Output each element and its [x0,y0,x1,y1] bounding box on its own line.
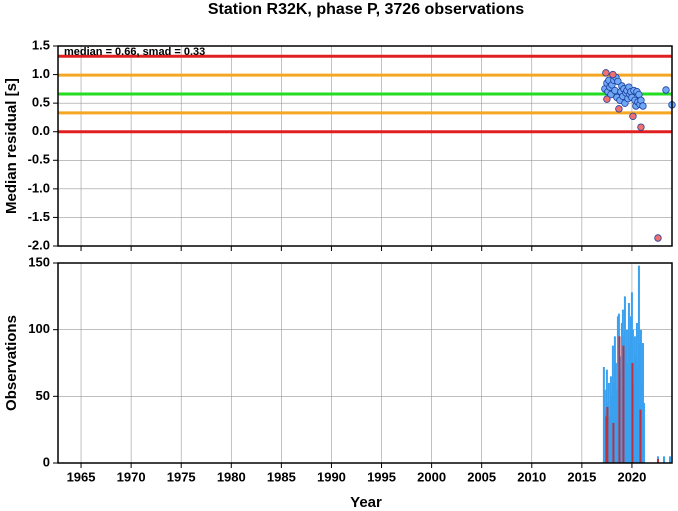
y-tick-label: -1.5 [28,209,50,224]
bar [609,376,612,463]
x-tick-label: 2015 [567,469,596,484]
point [609,70,617,79]
y-tick-label: 1.0 [32,66,50,81]
bar [640,383,643,463]
bar [637,265,640,463]
x-tick-label: 2000 [417,469,446,484]
x-tick-label: 2010 [517,469,546,484]
bar [610,396,613,463]
point [662,86,670,94]
x-tick-label: 1995 [367,469,396,484]
bar [618,336,621,463]
x-tick-label: 1965 [67,469,96,484]
bar [623,296,626,463]
bar [606,407,609,463]
bar [633,336,636,463]
bar [624,349,627,463]
bar [625,329,628,463]
y-tick-label: 150 [28,254,50,269]
bar [620,323,623,463]
y-tick-label: 0.0 [32,123,50,138]
x-tick-label: 2005 [467,469,496,484]
bar [642,403,645,463]
y-tick-label: 0 [43,454,50,469]
bar [638,343,641,463]
bar [611,345,614,463]
y-tick-label: 50 [36,388,50,403]
point [629,112,637,120]
y-tick-label: -2.0 [28,237,50,252]
bar [613,336,616,463]
plot-frame [57,45,673,247]
bar [608,416,611,463]
bar [603,389,606,463]
point [654,234,662,242]
bar [614,363,617,463]
annotation: median = 0.66, smad = 0.33 [64,46,205,58]
point [637,123,645,131]
bar [622,345,625,463]
bar [605,416,608,463]
bar [607,383,610,463]
point [639,102,647,110]
bar [612,423,615,463]
bar [631,363,634,463]
point [615,105,623,113]
bar [632,383,635,463]
y-axis-label: Median residual [s] [3,78,20,214]
bar [619,369,622,463]
bar [626,363,629,463]
bar [639,409,642,463]
x-tick-label: 1975 [167,469,196,484]
point [603,95,611,103]
y-tick-label: 100 [28,321,50,336]
x-tick-label: 1970 [117,469,146,484]
point [614,77,622,86]
y-axis-label: Observations [3,315,20,411]
x-tick-label: 1985 [267,469,296,484]
y-tick-label: -0.5 [28,152,50,167]
y-tick-label: 1.5 [32,37,50,52]
bar [636,369,639,463]
bar [639,329,642,463]
chart-title: Station R32K, phase P, 3726 observations [208,1,524,18]
bar [641,343,644,463]
y-tick-label: 0.5 [32,95,50,110]
bar [635,323,638,463]
bar [615,389,618,463]
x-axis-label: Year [350,494,382,511]
bar [616,316,619,463]
bar [627,303,630,463]
y-tick-label: -1.0 [28,180,50,195]
plot-frame [57,262,673,464]
bar [634,356,637,463]
x-tick-label: 2020 [617,469,646,484]
bar [668,456,671,463]
bar [656,459,659,463]
bar [662,456,665,463]
bar [629,316,632,463]
bar [602,367,605,463]
point [611,86,619,95]
x-tick-label: 1990 [317,469,346,484]
x-tick-label: 1980 [217,469,246,484]
point [602,69,610,77]
bar [628,343,631,463]
